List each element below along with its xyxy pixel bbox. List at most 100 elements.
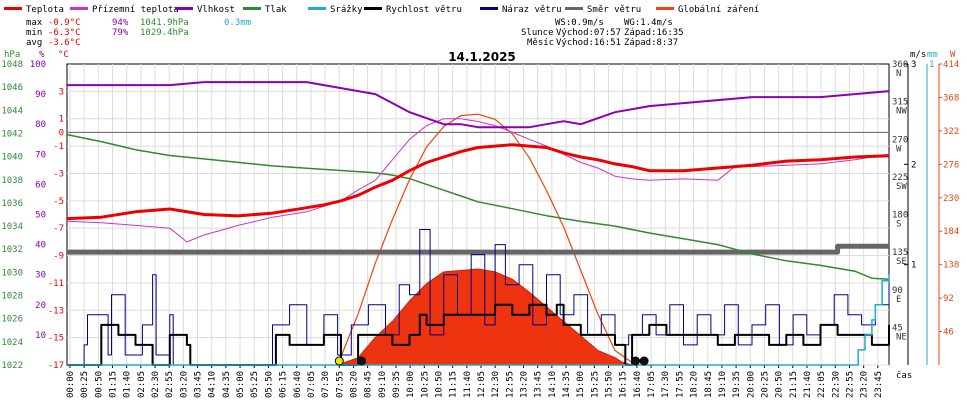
legend-swatch — [364, 7, 382, 10]
x-tick-label: 11:15 — [449, 371, 459, 398]
x-tick-label: 06:40 — [293, 371, 303, 398]
humidity-tick-label: 60 — [35, 180, 46, 190]
stat-avg-label: avg — [26, 38, 42, 48]
x-tick-label: 17:30 — [661, 371, 671, 398]
temp-tick-label: -3 — [53, 169, 64, 179]
direction-name-label: SW — [896, 182, 907, 192]
legend-swatch — [480, 7, 498, 10]
sunrise-marker — [334, 356, 344, 366]
x-tick-label: 22:55 — [845, 371, 855, 398]
stat-max-temp: -0.9°C — [48, 18, 81, 28]
humidity-tick-label: 20 — [35, 301, 46, 311]
radiation-tick-label: 276 — [943, 160, 959, 170]
x-tick-label: 00:50 — [94, 371, 104, 398]
x-tick-label: 23:20 — [860, 371, 870, 398]
info-moon-label: Měsíc — [527, 38, 554, 48]
info-wg: WG:1.4m/s — [624, 18, 673, 28]
direction-deg-label: 180 — [892, 211, 908, 221]
humidity-tick-label: 10 — [35, 331, 46, 341]
legend-swatch — [243, 7, 261, 10]
x-tick-label: 14:35 — [562, 371, 572, 398]
pressure-tick-label: 1048 — [1, 60, 23, 70]
x-tick-label: 05:00 — [236, 371, 246, 398]
pressure-tick-label: 1038 — [1, 176, 23, 186]
humidity-tick-label: 30 — [35, 271, 46, 281]
legend-label: Směr větru — [587, 5, 641, 15]
direction-deg-label: 90 — [892, 286, 903, 296]
x-tick-label: 11:40 — [463, 371, 473, 398]
humidity-tick-label: 50 — [35, 211, 46, 221]
stat-max-rain: 0.3mm — [224, 18, 251, 28]
info-sun-label: Slunce — [521, 28, 554, 38]
x-tick-label: 12:30 — [491, 371, 501, 398]
axis-units: hPa % °C m/s mm W čas — [4, 50, 956, 381]
legend-swatch — [565, 7, 583, 10]
moonset-marker — [357, 356, 367, 366]
x-tick-label: 01:15 — [109, 371, 119, 398]
temp-tick-label: 0 — [59, 128, 64, 138]
pressure-tick-label: 1032 — [1, 245, 23, 255]
temp-tick-label: -15 — [48, 334, 64, 344]
stats-block: max -0.9°C 94% 1041.9hPa 0.3mm min -6.3°… — [26, 18, 251, 48]
series-smer-vetru — [67, 243, 889, 255]
temp-tick-label: -1 — [53, 142, 64, 152]
x-tick-label: 13:45 — [534, 371, 544, 398]
x-tick-label: 23:45 — [874, 371, 884, 398]
x-tick-label: 05:50 — [264, 371, 274, 398]
x-tick-label: 20:50 — [775, 371, 785, 398]
x-tick-label: 02:05 — [137, 371, 147, 398]
x-tick-label: 12:05 — [477, 371, 487, 398]
temp-tick-label: -7 — [53, 224, 64, 234]
series-teplota — [66, 143, 890, 221]
pressure-tick-label: 1026 — [1, 315, 23, 325]
x-tick-label: 10:25 — [420, 371, 430, 398]
x-tick-label: 05:25 — [250, 371, 260, 398]
humidity-tick-label: 40 — [35, 241, 46, 251]
legend-label: Tlak — [265, 5, 287, 15]
direction-deg-label: 135 — [892, 248, 908, 258]
x-tick-label: 21:40 — [803, 371, 813, 398]
x-tick-label: 04:10 — [208, 371, 218, 398]
unit-wind: m/s — [910, 50, 926, 60]
radiation-tick-label: 138 — [943, 261, 959, 271]
stat-max-press: 1041.9hPa — [140, 18, 189, 28]
x-tick-label: 04:35 — [222, 371, 232, 398]
x-tick-label: 18:20 — [690, 371, 700, 398]
x-tick-label: 19:35 — [732, 371, 742, 398]
legend-label: Srážky — [330, 5, 363, 15]
radiation-tick-label: 414 — [943, 60, 959, 70]
pressure-tick-label: 1044 — [1, 106, 23, 116]
humidity-tick-label: 100 — [30, 60, 46, 70]
series-teoreticke-zareni — [337, 113, 636, 366]
humidity-tick-label: 90 — [35, 90, 46, 100]
unit-temp: °C — [58, 50, 69, 60]
info-moon-rise: Východ:16:51 — [556, 38, 621, 48]
x-tick-label: 20:00 — [746, 371, 756, 398]
x-tick-label: 01:40 — [123, 371, 133, 398]
x-tick-label: 16:40 — [633, 371, 643, 398]
temp-tick-label: 3 — [59, 87, 64, 97]
x-tick-label: 12:55 — [505, 371, 515, 398]
legend-swatch — [308, 7, 326, 10]
pressure-tick-label: 1024 — [1, 338, 23, 348]
x-tick-label: 03:45 — [194, 371, 204, 398]
x-tick-label: 17:05 — [647, 371, 657, 398]
x-tick-label: 13:20 — [520, 371, 530, 398]
legend-label: Globální záření — [678, 5, 759, 15]
plot-area — [66, 81, 890, 366]
legend-swatch — [175, 7, 193, 10]
x-tick-label: 09:35 — [392, 371, 402, 398]
wind-tick-label: 3 — [911, 60, 916, 70]
moonrise-marker — [639, 356, 649, 366]
temp-tick-label: 1 — [59, 115, 64, 125]
direction-name-label: SE — [896, 257, 907, 267]
info-sun-set: Západ:16:35 — [624, 28, 684, 38]
pressure-tick-label: 1022 — [1, 361, 23, 371]
x-tick-label: 15:00 — [576, 371, 586, 398]
x-tick-label: 07:05 — [307, 371, 317, 398]
x-tick-label: 06:15 — [279, 371, 289, 398]
series-prizemni-teplota — [66, 118, 890, 243]
series-srazky — [67, 274, 890, 366]
radiation-tick-label: 46 — [943, 328, 954, 338]
